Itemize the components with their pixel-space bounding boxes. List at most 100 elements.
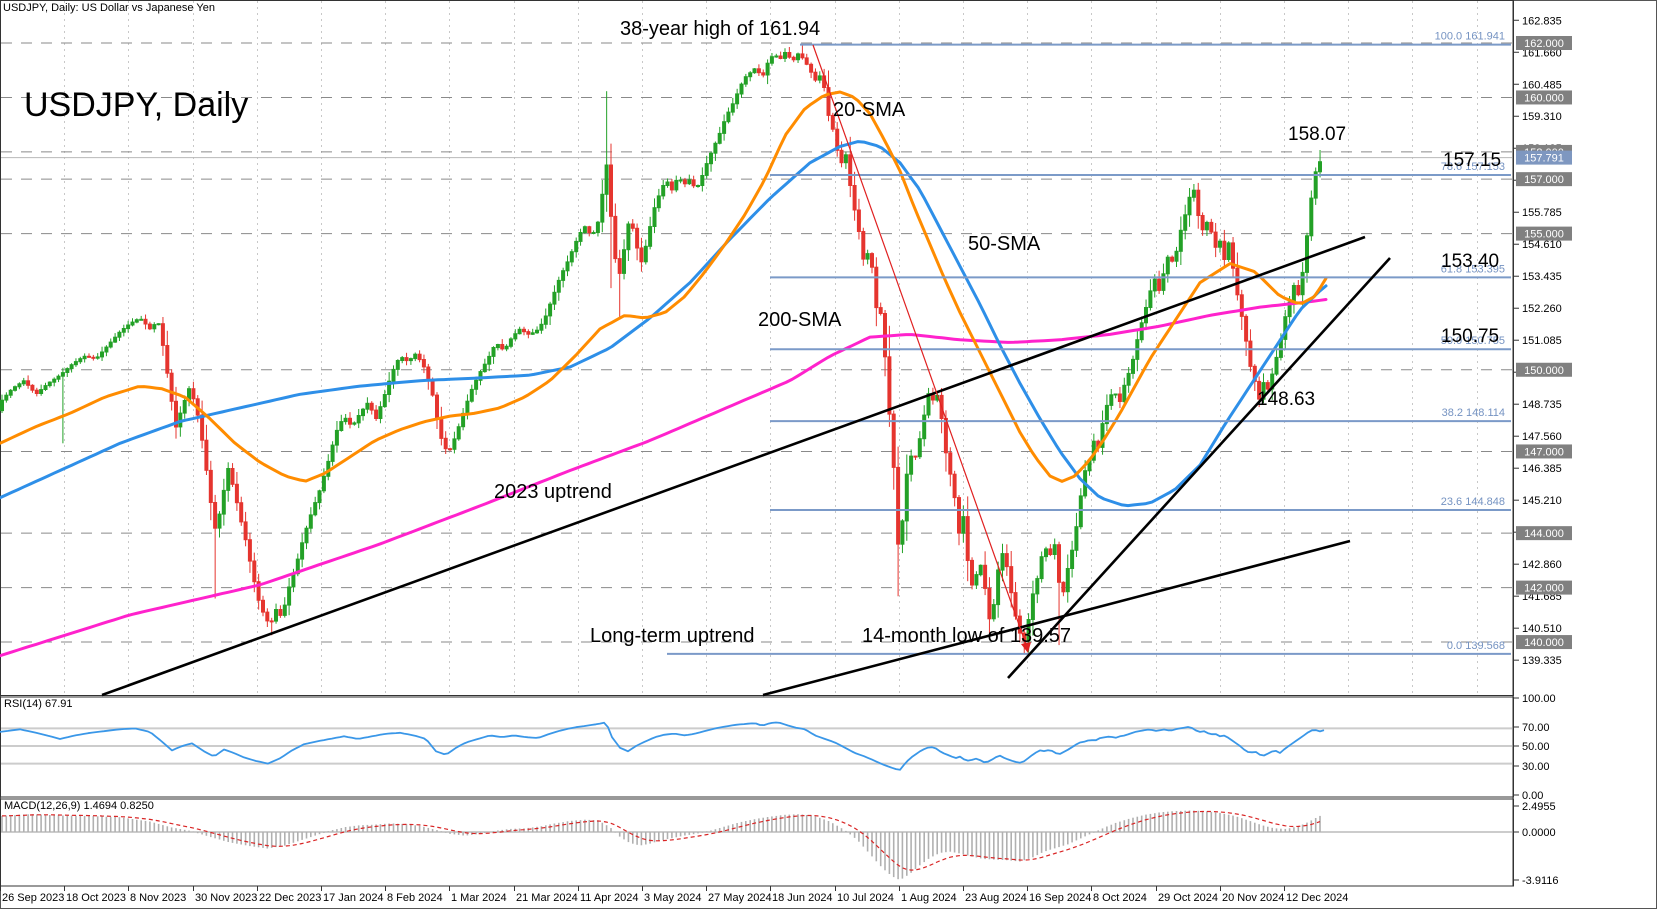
current-price-badge: 157.791 xyxy=(1524,153,1564,165)
price-grid-badge: 150.000 xyxy=(1524,365,1564,377)
rsi-axis-label: 50.00 xyxy=(1522,741,1550,753)
price-axis-tick-label: 151.085 xyxy=(1522,335,1562,347)
time-axis-label: 11 Apr 2024 xyxy=(580,892,639,904)
fib-level-label-38.2: 38.2 148.114 xyxy=(1442,407,1505,419)
annotation-level-157-15[interactable]: 157.15 xyxy=(1443,150,1502,171)
time-axis-label: 27 May 2024 xyxy=(708,892,772,904)
price-grid-badge: 157.000 xyxy=(1524,174,1564,186)
price-grid-badge: 155.000 xyxy=(1524,229,1564,241)
fib-level-label-100.0: 100.0 161.941 xyxy=(1435,31,1505,43)
price-grid-badge-bg xyxy=(1516,635,1572,650)
price-axis-tick-label: 155.785 xyxy=(1522,207,1562,219)
price-axis-tick-label: 160.485 xyxy=(1522,79,1562,91)
time-axis-label: 22 Dec 2023 xyxy=(259,892,321,904)
selloff-trendline-arrowhead xyxy=(1021,642,1031,653)
rsi-axis-label: 100.00 xyxy=(1522,693,1556,705)
annotation-38-year-high[interactable]: 38-year high of 161.94 xyxy=(620,18,821,40)
price-grid-badge: 147.000 xyxy=(1524,446,1564,458)
macd-indicator-label: MACD(12,26,9) 1.4694 0.8250 xyxy=(4,800,154,812)
fib-level-label-61.8: 61.8 153.395 xyxy=(1441,263,1505,275)
current-price-badge-bg xyxy=(1516,150,1572,165)
price-axis-tick-label: 153.435 xyxy=(1522,271,1562,283)
time-axis-label: 18 Jun 2024 xyxy=(772,892,833,904)
trendline-2024-uptrend[interactable] xyxy=(1007,257,1391,679)
macd-axis-label: 2.4955 xyxy=(1522,801,1556,813)
annotation-level-158-07[interactable]: 158.07 xyxy=(1288,124,1347,145)
price-grid-badge-bg xyxy=(1516,172,1572,187)
time-axis-label: 8 Feb 2024 xyxy=(387,892,443,904)
annotation-sma50-label[interactable]: 50-SMA xyxy=(968,233,1041,255)
trendline-long-term-uptrend[interactable] xyxy=(762,539,1351,697)
annotation-level-150-75[interactable]: 150.75 xyxy=(1441,326,1500,347)
rsi-axis-label: 70.00 xyxy=(1522,722,1550,734)
time-axis-label: 10 Jul 2024 xyxy=(837,892,894,904)
sma-50-line[interactable] xyxy=(0,140,1328,508)
price-axis-tick-label: 140.510 xyxy=(1522,623,1562,635)
price-axis-tick-label: 139.335 xyxy=(1522,655,1562,667)
price-axis-tick-label: 147.560 xyxy=(1522,431,1562,443)
rsi-axis-label: 30.00 xyxy=(1522,761,1550,773)
annotation-2023-uptrend[interactable]: 2023 uptrend xyxy=(494,481,612,503)
macd-axis-label: -3.9116 xyxy=(1522,875,1559,887)
fib-level-label-78.6: 78.6 157.153 xyxy=(1441,161,1505,173)
selloff-trendline[interactable] xyxy=(812,44,1029,651)
annotation-14-month-low[interactable]: 14-month low of 139.57 xyxy=(862,625,1072,647)
macd-axis-label: 0.0000 xyxy=(1522,827,1556,839)
time-axis-label: 17 Jan 2024 xyxy=(323,892,384,904)
rsi-indicator-label: RSI(14) 67.91 xyxy=(4,698,73,710)
rsi-line xyxy=(0,721,1325,771)
price-grid-badge-bg xyxy=(1516,90,1572,105)
fib-level-label-0.0: 0.0 139.568 xyxy=(1447,640,1505,652)
time-axis-label: 30 Nov 2023 xyxy=(195,892,257,904)
price-axis-tick-label: 152.260 xyxy=(1522,303,1562,315)
time-axis-label: 21 Mar 2024 xyxy=(516,892,578,904)
annotation-level-153-40[interactable]: 153.40 xyxy=(1441,251,1500,272)
price-grid-badge-bg xyxy=(1516,226,1572,241)
sma-200-line[interactable] xyxy=(0,298,1328,658)
price-axis-tick-label: 159.310 xyxy=(1522,111,1562,123)
trendline-2023-uptrend[interactable] xyxy=(101,235,1366,697)
macd-signal-line xyxy=(1,810,1321,871)
candles-up xyxy=(0,48,1322,653)
price-grid-badge: 140.000 xyxy=(1524,637,1564,649)
time-axis-label: 18 Oct 2023 xyxy=(66,892,126,904)
annotation-sma20-label[interactable]: 20-SMA xyxy=(833,99,906,121)
price-grid-badge-bg xyxy=(1516,526,1572,541)
price-grid-badge-bg xyxy=(1516,444,1572,459)
fib-level-label-23.6: 23.6 144.848 xyxy=(1441,496,1505,508)
price-axis-tick-label: 142.860 xyxy=(1522,559,1562,571)
window-title: USDJPY, Daily: US Dollar vs Japanese Yen xyxy=(3,2,215,14)
price-axis-tick-label: 162.835 xyxy=(1522,15,1562,27)
time-axis-label: 23 Aug 2024 xyxy=(965,892,1027,904)
price-grid-badge: 142.000 xyxy=(1524,583,1564,595)
fib-level-label-50.0: 50.0 150.755 xyxy=(1441,335,1505,347)
time-axis-label: 20 Nov 2024 xyxy=(1222,892,1284,904)
price-grid-badge: 162.000 xyxy=(1524,38,1564,50)
time-axis-label: 8 Oct 2024 xyxy=(1093,892,1147,904)
price-axis-tick-label: 161.660 xyxy=(1522,47,1562,59)
annotation-sma200-label[interactable]: 200-SMA xyxy=(758,309,842,331)
price-grid-badge-bg xyxy=(1516,362,1572,377)
time-axis-label: 12 Dec 2024 xyxy=(1286,892,1348,904)
price-grid-badge: 144.000 xyxy=(1524,528,1564,540)
time-axis-label: 26 Sep 2023 xyxy=(2,892,64,904)
sma-20-line[interactable] xyxy=(0,90,1328,483)
time-axis-label: 3 May 2024 xyxy=(644,892,701,904)
time-axis-label: 29 Oct 2024 xyxy=(1158,892,1218,904)
price-grid-badge-bg xyxy=(1516,580,1572,595)
price-grid-badge-bg xyxy=(1516,36,1572,50)
price-grid-badge: 160.000 xyxy=(1524,92,1564,104)
price-axis-tick-label: 145.210 xyxy=(1522,495,1562,507)
price-axis-tick-label: 154.610 xyxy=(1522,239,1562,251)
annotation-level-148-63[interactable]: 148.63 xyxy=(1257,389,1316,410)
price-axis-tick-label: 146.385 xyxy=(1522,463,1562,475)
annotation-long-term-uptrend[interactable]: Long-term uptrend xyxy=(590,625,755,647)
time-axis-label: 1 Mar 2024 xyxy=(451,892,507,904)
rsi-axis-label: 0.00 xyxy=(1522,790,1543,802)
time-axis-label: 8 Nov 2023 xyxy=(130,892,186,904)
page-title: USDJPY, Daily xyxy=(24,86,249,124)
price-axis-tick-label: 148.735 xyxy=(1522,399,1562,411)
time-axis-label: 1 Aug 2024 xyxy=(901,892,957,904)
